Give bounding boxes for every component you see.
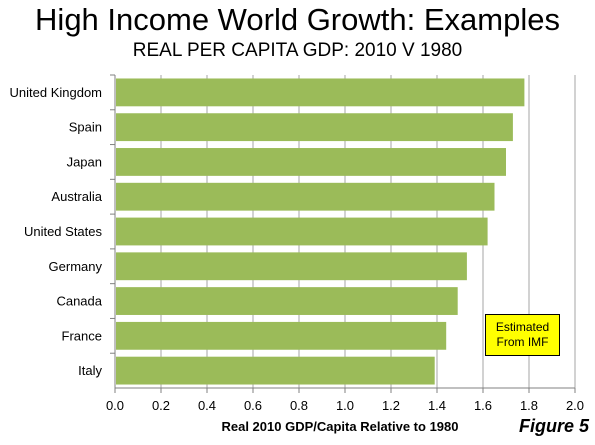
category-label-japan: Japan <box>67 154 102 169</box>
axes <box>110 74 576 393</box>
imf-estimate-note: Estimated From IMF <box>485 314 560 356</box>
chart-title: High Income World Growth: Examples <box>35 2 560 37</box>
x-tick-label: 1.4 <box>428 398 446 413</box>
bar-germany <box>116 252 467 281</box>
bars <box>116 78 525 385</box>
x-tick-label: 0.0 <box>106 398 124 413</box>
x-tick-label: 2.0 <box>566 398 584 413</box>
bar-japan <box>116 148 506 176</box>
labels: 0.0 0.2 0.4 0.6 0.8 1.0 1.2 1.4 1.6 1.8 2.0 United … <box>10 85 585 434</box>
bar-italy <box>116 356 435 385</box>
x-tick-label: 0.8 <box>290 398 308 413</box>
bar-spain <box>116 113 513 142</box>
x-tick-label: 0.2 <box>152 398 170 413</box>
category-label-united-kingdom: United Kingdom <box>10 85 103 100</box>
bar-united-kingdom <box>116 78 525 107</box>
category-label-spain: Spain <box>69 120 102 135</box>
category-label-germany: Germany <box>49 259 103 274</box>
bar-france <box>116 321 447 350</box>
note-line-1: Estimated <box>495 320 550 334</box>
category-label-france: France <box>62 328 102 343</box>
category-label-italy: Italy <box>78 363 102 378</box>
note-line-2: From IMF <box>496 335 549 349</box>
figure-label: Figure 5 <box>519 416 590 436</box>
bar-australia <box>116 182 495 211</box>
x-tick-label: 0.4 <box>198 398 216 413</box>
chart-subtitle: REAL PER CAPITA GDP: 2010 V 1980 <box>132 40 463 61</box>
category-label-united-states: United States <box>24 224 103 239</box>
category-label-australia: Australia <box>51 189 102 204</box>
bar-canada <box>116 287 458 315</box>
x-axis-title: Real 2010 GDP/Capita Relative to 1980 <box>221 419 458 434</box>
x-tick-label: 1.2 <box>382 398 400 413</box>
x-tick-label: 1.0 <box>336 398 354 413</box>
x-tick-label: 1.8 <box>520 398 538 413</box>
category-label-canada: Canada <box>56 294 102 309</box>
x-tick-label: 0.6 <box>244 398 262 413</box>
x-tick-label: 1.6 <box>474 398 492 413</box>
bar-united-states <box>116 217 488 246</box>
